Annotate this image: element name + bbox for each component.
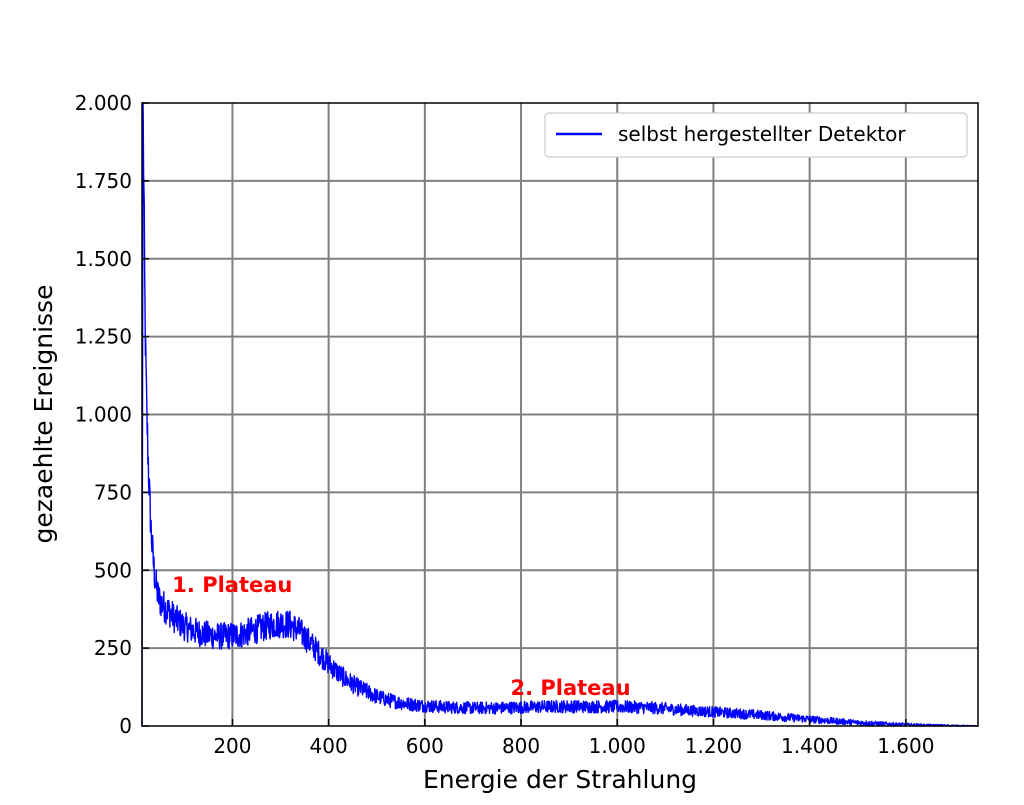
legend-entry-label: selbst hergestellter Detektor xyxy=(618,122,906,146)
x-tick-label: 1.200 xyxy=(685,734,742,758)
x-axis-title: Energie der Strahlung xyxy=(423,765,697,794)
y-tick-label: 2.000 xyxy=(75,91,132,115)
legend: selbst hergestellter Detektor xyxy=(544,112,968,158)
y-tick-label: 1.500 xyxy=(75,247,132,271)
y-tick-label: 500 xyxy=(94,558,132,582)
axis-ticks: 200 400 600 800 1.000 1.200 1.400 1.600 0 250 500 7… xyxy=(75,91,935,758)
x-tick-label: 600 xyxy=(406,734,444,758)
x-tick-label: 1.400 xyxy=(781,734,838,758)
y-tick-label: 1.000 xyxy=(75,403,132,427)
x-tick-label: 400 xyxy=(310,734,348,758)
y-tick-label: 0 xyxy=(119,714,132,738)
x-tick-label: 1.600 xyxy=(877,734,934,758)
y-tick-label: 750 xyxy=(94,480,132,504)
annotation-label: 2. Plateau xyxy=(510,676,630,700)
grid xyxy=(142,103,978,726)
x-tick-label: 200 xyxy=(213,734,251,758)
annotation-label: 1. Plateau xyxy=(172,573,292,597)
series-line xyxy=(141,102,979,727)
x-tick-label: 1.000 xyxy=(589,734,646,758)
y-tick-label: 1.750 xyxy=(75,169,132,193)
legend-box xyxy=(544,112,968,158)
y-axis-title: gezaehlte Ereignisse xyxy=(29,285,58,544)
series-layer xyxy=(141,102,979,727)
y-tick-label: 1.250 xyxy=(75,325,132,349)
annotations: 1. Plateau 2. Plateau xyxy=(172,573,630,700)
x-tick-label: 800 xyxy=(502,734,540,758)
y-tick-label: 250 xyxy=(94,636,132,660)
